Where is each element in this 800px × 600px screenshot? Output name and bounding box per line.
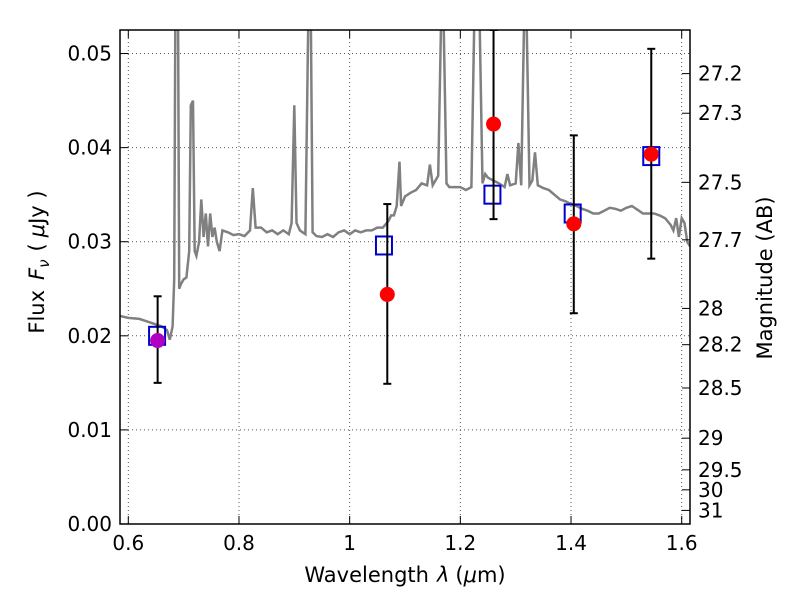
y-tick-label-1: 0.01 [67,418,112,442]
mag-tick-label-3: 27.7 [698,228,743,252]
plot-frame [119,29,691,525]
mag-tick-label-9: 30 [698,478,723,502]
mag-tick-label-0: 27.2 [698,62,743,86]
x-tick-label-4: 1.4 [555,531,587,555]
observed-point-1 [379,286,395,302]
x-axis-ticks: 0.6 0.8 1 1.2 1.4 1.6 [112,30,698,555]
y-axis-ticks: 0.00 0.01 0.02 0.03 0.04 0.05 [67,42,128,536]
model-band-marker-1 [374,235,393,256]
mag-tick-label-8: 29.5 [698,458,743,482]
grid-lines [120,30,690,525]
x-tick-label-3: 1.2 [444,531,476,555]
x-tick-label-5: 1.6 [666,531,698,555]
mag-tick-label-10: 31 [698,498,723,522]
y-tick-label-4: 0.04 [67,136,112,160]
observed-point-4 [643,146,659,162]
observed-point-2 [486,116,502,132]
plot-area [120,30,690,385]
y-tick-label-3: 0.03 [67,230,112,254]
mag-tick-label-2: 27.5 [698,170,743,194]
x-tick-label-1: 0.8 [223,531,255,555]
x-axis-label: Wavelength λ (μm) [304,563,505,587]
mag-tick-label-6: 28.5 [698,376,743,400]
observed-point-3 [566,216,582,232]
model-band-marker-2 [483,184,502,205]
y-axis-label: FluxFν(μJy ) [25,190,53,333]
mag-tick-label-5: 28.2 [698,333,743,357]
model-band-markers [148,146,661,346]
mag-tick-label-7: 29 [698,426,723,450]
x-tick-label-2: 1 [343,531,356,555]
x-tick-label-0: 0.6 [112,531,144,555]
mag-tick-label-1: 27.3 [698,101,743,125]
y-tick-label-0: 0.00 [67,512,112,536]
y-tick-label-5: 0.05 [67,42,112,66]
magnitude-axis-label: Magnitude (AB) [753,196,777,359]
observed-points [150,116,659,349]
mag-tick-label-4: 28 [698,296,723,320]
observed-point-0 [150,333,166,349]
model-spectrum-line [120,30,690,340]
y-tick-label-2: 0.02 [67,324,112,348]
